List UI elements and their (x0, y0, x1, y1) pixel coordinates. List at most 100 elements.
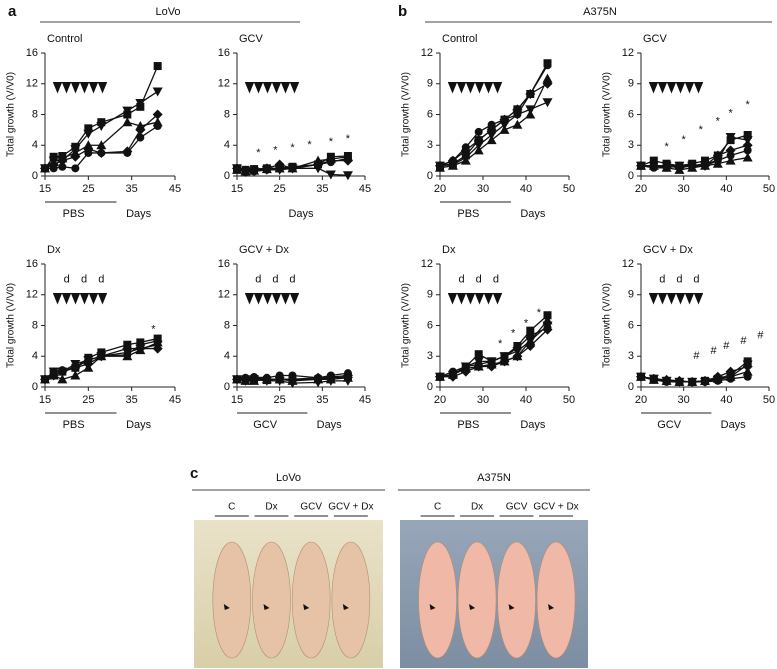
data-point (436, 372, 444, 381)
data-point (96, 140, 107, 150)
dosing-arrow (80, 293, 89, 305)
data-point (250, 373, 259, 382)
data-point (83, 362, 94, 372)
photo-label: GCV + Dx (533, 502, 578, 513)
data-point (41, 164, 49, 173)
annotation: * (151, 323, 156, 335)
data-point (542, 73, 553, 83)
data-point (726, 151, 735, 160)
annotation: * (273, 145, 278, 157)
data-point (48, 157, 59, 167)
y-tick-label: 4 (224, 350, 230, 362)
data-point (448, 367, 457, 376)
annotation: d (64, 273, 70, 285)
data-point (288, 164, 297, 173)
data-point (688, 377, 697, 386)
data-point (275, 164, 284, 173)
data-point (448, 156, 457, 165)
x-tick-label: 35 (126, 394, 138, 406)
x-tick-label: 30 (477, 394, 489, 406)
mouse (252, 541, 291, 659)
x-tick-label: 15 (231, 394, 243, 406)
photo-group-title: LoVo (276, 472, 301, 484)
y-tick-label: 3 (628, 139, 634, 151)
data-point (153, 336, 162, 345)
chart-title: Dx (442, 244, 456, 256)
dosing-arrow (658, 293, 667, 305)
annotation: d (289, 273, 295, 285)
data-point (122, 343, 133, 354)
data-point (713, 376, 722, 385)
x-axis-label: Days (126, 419, 152, 431)
data-point (288, 371, 297, 380)
photo-label: Dx (265, 502, 277, 513)
data-point (314, 373, 323, 382)
y-tick-label: 12 (26, 78, 38, 90)
mouse (331, 541, 371, 659)
dosing-arrow (448, 82, 457, 94)
x-tick-label: 25 (274, 183, 286, 195)
chart-title: GCV (239, 33, 264, 45)
y-tick-label: 4 (32, 139, 38, 151)
x-tick-label: 45 (169, 394, 181, 406)
data-point (713, 156, 722, 165)
data-point (525, 109, 536, 119)
data-point (287, 375, 298, 385)
y-tick-label: 12 (622, 47, 634, 59)
data-point (58, 162, 67, 171)
data-point (742, 152, 753, 162)
dosing-arrow (254, 82, 263, 94)
x-tick-label: 45 (169, 183, 181, 195)
dosing-arrow (676, 82, 685, 94)
data-point (526, 331, 535, 340)
panel-letter: a (8, 3, 17, 20)
annotation: * (524, 317, 529, 329)
data-point (153, 62, 162, 71)
dosing-arrow (71, 293, 80, 305)
data-point (725, 133, 736, 143)
dosing-arrow (254, 293, 263, 305)
y-tick-label: 9 (427, 78, 433, 90)
data-point (97, 352, 106, 361)
dosing-arrow (89, 82, 98, 94)
y-axis-label: Total growth (V/V0) (6, 283, 17, 368)
y-tick-label: 0 (224, 381, 230, 393)
data-point (152, 109, 163, 120)
dosing-arrow (457, 293, 466, 305)
data-point (637, 372, 645, 381)
annotation: # (723, 340, 730, 352)
data-point (526, 90, 535, 98)
dosing-arrow (649, 293, 658, 305)
annotation: # (740, 335, 747, 347)
x-tick-label: 40 (720, 394, 732, 406)
x-tick-label: 15 (39, 183, 51, 195)
annotation: * (682, 134, 687, 146)
dosing-arrow (263, 82, 272, 94)
data-point (543, 311, 552, 320)
data-point (742, 366, 753, 376)
treatment-label: GCV (657, 419, 682, 431)
x-axis-label: Days (520, 208, 546, 220)
annotation: * (728, 107, 733, 119)
x-axis-label: Days (520, 419, 546, 431)
data-point (233, 375, 241, 384)
data-point (675, 161, 684, 170)
y-tick-label: 8 (32, 319, 38, 331)
x-tick-label: 50 (563, 394, 575, 406)
x-tick-label: 30 (477, 183, 489, 195)
x-tick-label: 40 (520, 394, 532, 406)
data-point (447, 160, 458, 170)
photo-label: C (228, 502, 235, 513)
y-tick-label: 12 (421, 47, 433, 59)
y-tick-label: 8 (224, 319, 230, 331)
annotation: * (329, 136, 334, 148)
treatment-label: PBS (63, 208, 85, 220)
dosing-arrow (685, 82, 694, 94)
x-tick-label: 25 (82, 183, 94, 195)
x-tick-label: 20 (434, 394, 446, 406)
data-point (275, 371, 284, 380)
data-point (649, 163, 658, 172)
annotation: * (664, 141, 669, 153)
data-point (512, 351, 523, 361)
